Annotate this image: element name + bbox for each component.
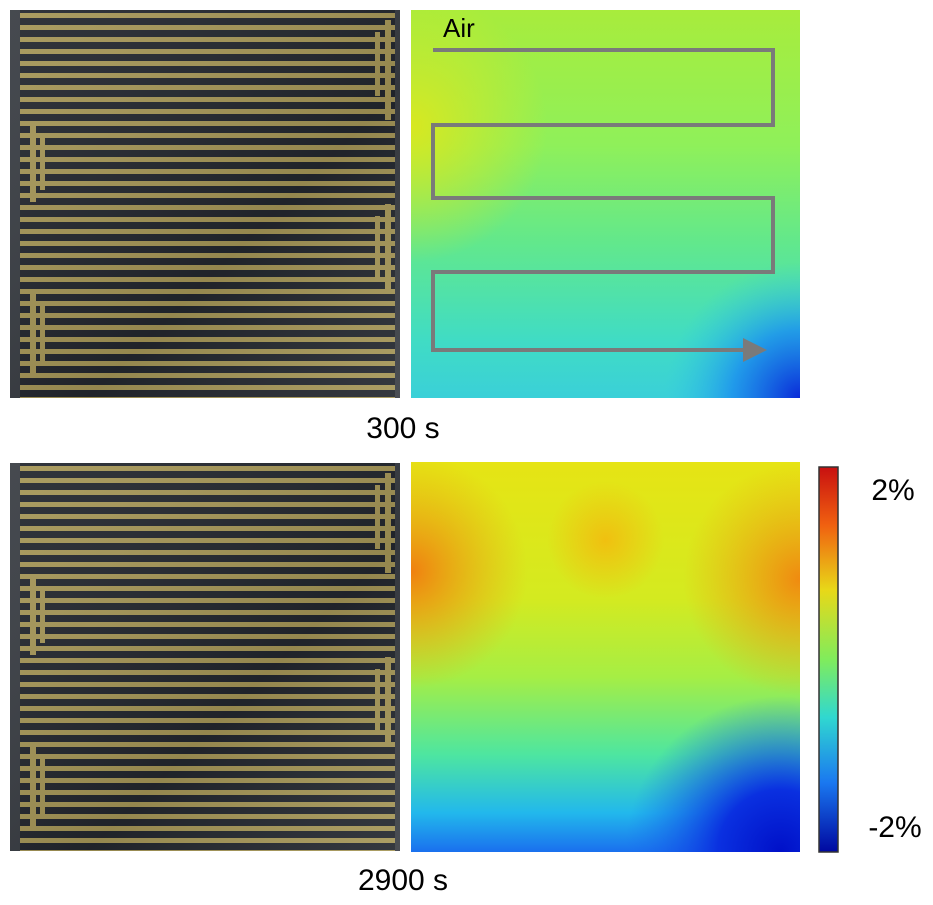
panel-label: 300 s [366,412,439,445]
electrode-photo [10,10,400,398]
colorbar-max-label: 2% [871,474,914,507]
colorbar-min-label: -2% [868,811,921,844]
colorbar [819,467,838,852]
strain-map [411,10,800,398]
panel-label: 2900 s [358,864,448,897]
figure: Air 300 s 2900 s 2% -2% [0,0,933,900]
electrode-photo [10,463,400,851]
page: Air 300 s 2900 s 2% -2% (() => { const d… [0,0,933,905]
annotation: Air [443,13,475,43]
strain-map [411,462,800,852]
